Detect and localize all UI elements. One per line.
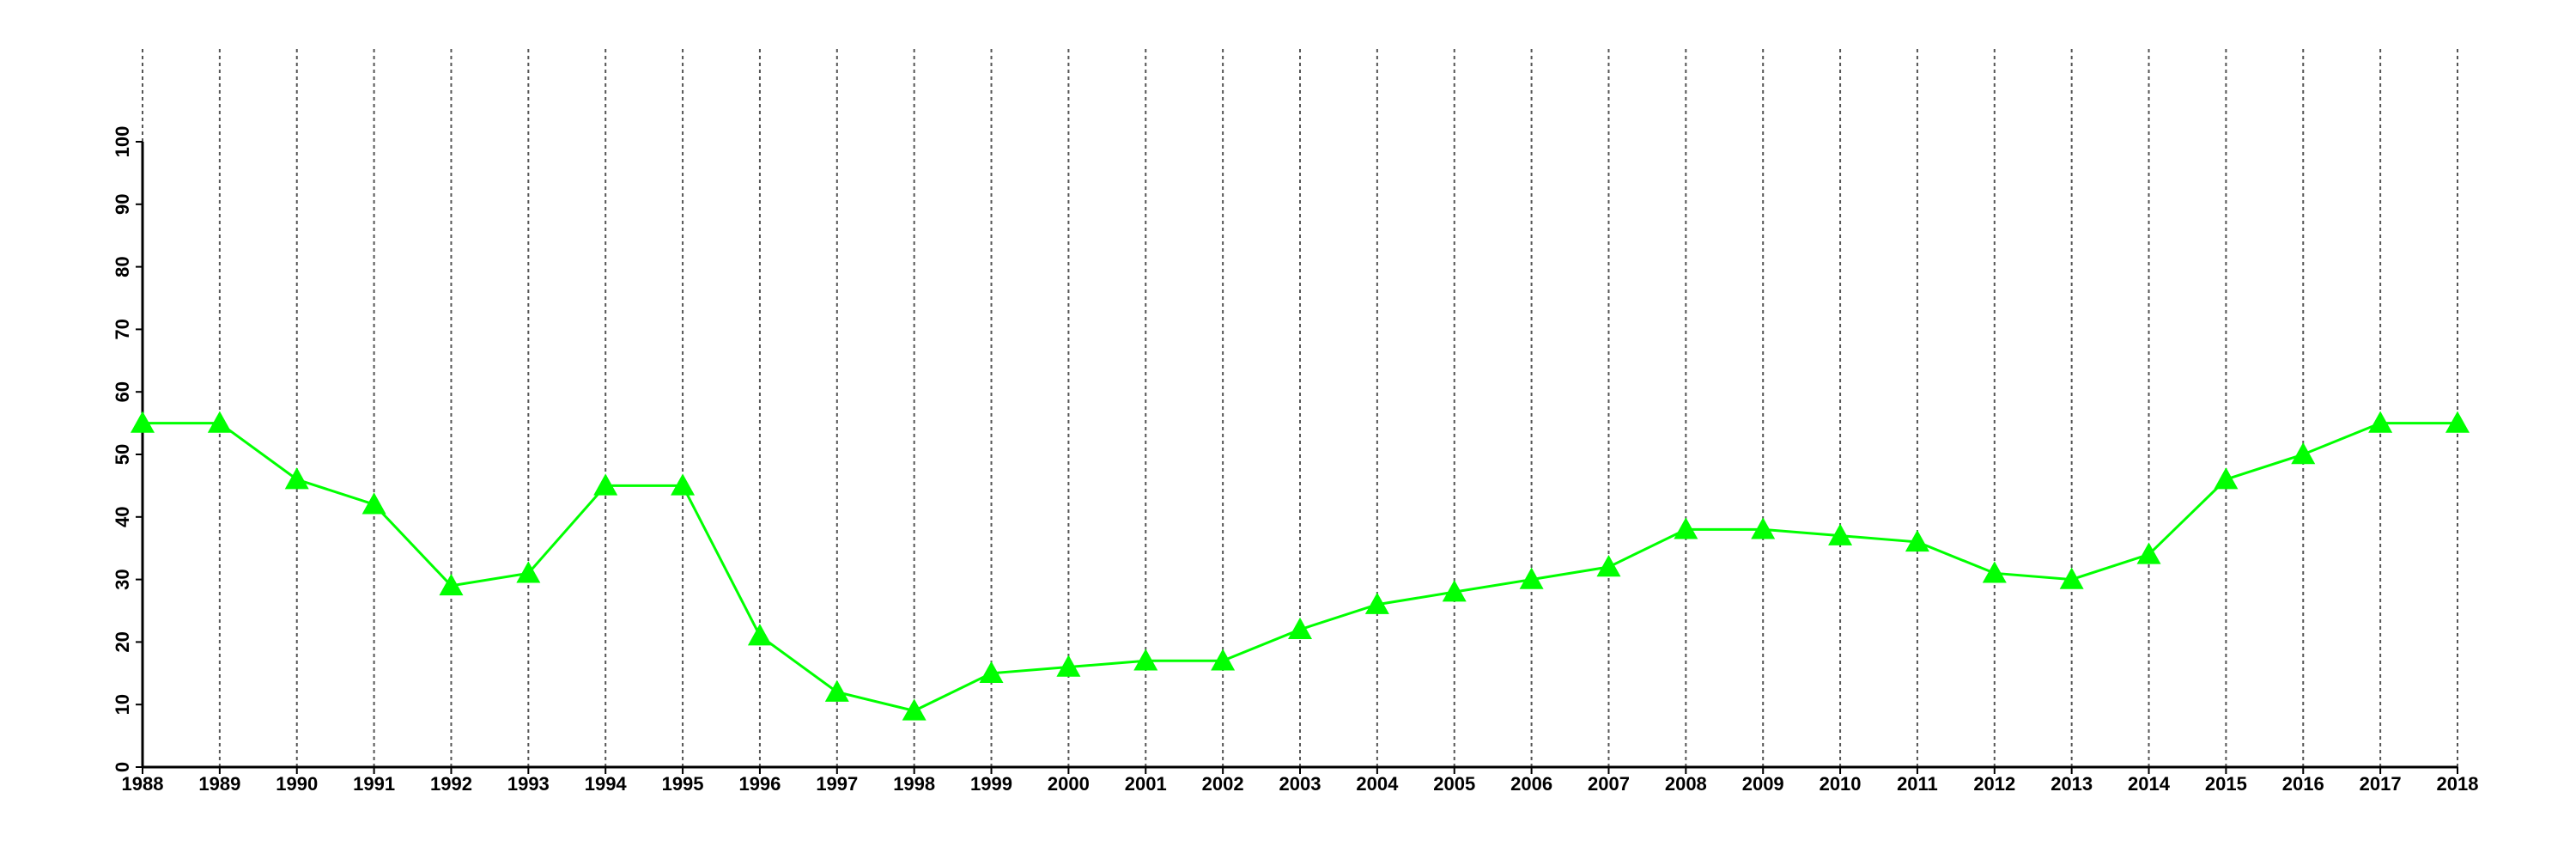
x-tick-label: 1991 — [353, 773, 395, 795]
x-tick-label: 2000 — [1048, 773, 1090, 795]
y-tick-label: 90 — [112, 194, 133, 215]
x-tick-label: 2003 — [1279, 773, 1321, 795]
x-tick-label: 1994 — [585, 773, 628, 795]
x-tick-label: 1988 — [122, 773, 164, 795]
marker — [131, 411, 155, 433]
y-tick-label: 50 — [112, 444, 133, 465]
x-tick-label: 2007 — [1588, 773, 1630, 795]
marker — [902, 698, 927, 721]
marker — [1751, 517, 1776, 539]
x-tick-label: 1997 — [816, 773, 858, 795]
y-tick-label: 40 — [112, 507, 133, 527]
marker — [671, 473, 696, 496]
y-tick-label: 100 — [112, 126, 133, 158]
marker — [361, 492, 386, 515]
x-tick-label: 2005 — [1433, 773, 1475, 795]
marker — [1674, 517, 1698, 539]
x-tick-label: 2006 — [1510, 773, 1552, 795]
x-tick-label: 2008 — [1665, 773, 1707, 795]
x-tick-label: 2015 — [2205, 773, 2247, 795]
marker — [2136, 542, 2161, 564]
marker — [439, 573, 464, 596]
x-tick-label: 2012 — [1973, 773, 2015, 795]
marker — [1056, 655, 1081, 677]
marker — [1442, 580, 1467, 602]
x-tick-label: 2004 — [1356, 773, 1399, 795]
marker — [1519, 567, 1544, 589]
x-tick-label: 1992 — [430, 773, 472, 795]
x-tick-label: 2018 — [2437, 773, 2479, 795]
marker — [1982, 561, 2007, 583]
x-tick-label: 2001 — [1125, 773, 1167, 795]
x-tick-label: 2002 — [1202, 773, 1244, 795]
marker — [1288, 617, 1312, 640]
marker — [593, 473, 618, 496]
marker — [1828, 523, 1853, 545]
y-tick-label: 60 — [112, 381, 133, 402]
x-tick-label: 1990 — [276, 773, 318, 795]
marker — [2214, 467, 2239, 490]
y-tick-label: 80 — [112, 256, 133, 277]
y-tick-label: 20 — [112, 631, 133, 652]
x-tick-label: 2011 — [1897, 773, 1938, 795]
y-tick-label: 0 — [112, 762, 133, 772]
marker — [1133, 649, 1158, 671]
x-tick-label: 2010 — [1820, 773, 1862, 795]
marker — [2059, 567, 2084, 589]
marker — [1364, 592, 1389, 614]
marker — [1596, 555, 1621, 577]
x-tick-label: 2009 — [1742, 773, 1784, 795]
y-tick-label: 70 — [112, 319, 133, 339]
marker — [2445, 411, 2470, 433]
marker — [747, 624, 772, 646]
y-tick-label: 30 — [112, 569, 133, 589]
x-tick-label: 1996 — [738, 773, 781, 795]
marker — [824, 679, 849, 702]
x-tick-label: 1999 — [970, 773, 1012, 795]
x-tick-label: 2016 — [2282, 773, 2324, 795]
y-tick-label: 10 — [112, 694, 133, 715]
x-tick-label: 2017 — [2360, 773, 2402, 795]
x-tick-label: 1995 — [662, 773, 704, 795]
x-tick-label: 1993 — [507, 773, 550, 795]
marker — [979, 661, 1004, 683]
x-tick-label: 1998 — [893, 773, 935, 795]
marker — [207, 411, 232, 433]
marker — [2291, 442, 2316, 465]
marker — [2368, 411, 2393, 433]
marker — [1905, 529, 1929, 552]
marker — [516, 561, 541, 583]
x-tick-label: 2013 — [2050, 773, 2093, 795]
marker — [284, 467, 309, 490]
x-tick-label: 1989 — [198, 773, 240, 795]
x-tick-label: 2014 — [2128, 773, 2171, 795]
marker — [1211, 649, 1236, 671]
